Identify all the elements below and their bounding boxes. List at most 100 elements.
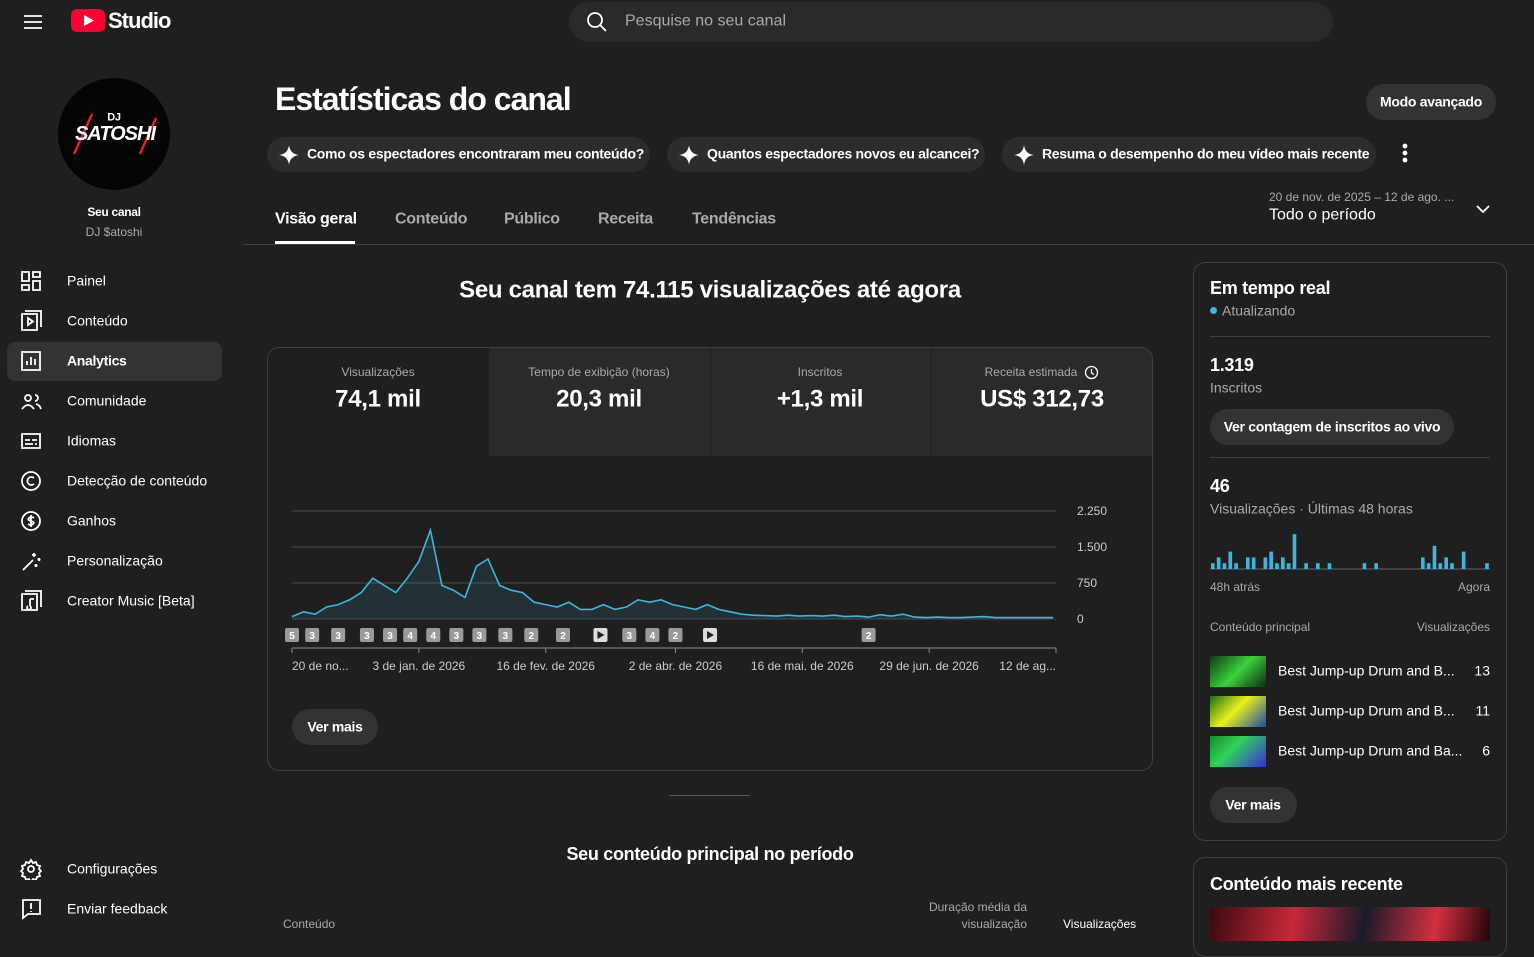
thumbnail[interactable] xyxy=(1210,736,1266,767)
metric-label[interactable]: Receita estimada xyxy=(984,364,1078,379)
page-title: Estatísticas do canal xyxy=(275,80,572,117)
views-count: 46 xyxy=(1210,476,1230,497)
section-title: Seu conteúdo principal no período xyxy=(566,844,854,865)
search-box[interactable] xyxy=(569,2,1333,42)
nav-item[interactable]: Painel xyxy=(67,272,106,289)
item-title[interactable]: Best Jump-up Drum and Ba... xyxy=(1278,742,1463,759)
search-placeholder: Pesquise no seu canal xyxy=(625,12,786,30)
thumbnail[interactable] xyxy=(1210,656,1266,687)
metric-value[interactable]: US$ 312,73 xyxy=(980,385,1104,413)
recent-thumbnail[interactable] xyxy=(1210,907,1490,941)
advanced-label: Modo avançado xyxy=(1380,93,1482,110)
tab[interactable]: Visão geral xyxy=(275,210,357,228)
tab[interactable]: Conteúdo xyxy=(395,210,468,228)
nav-active-bg xyxy=(7,342,222,381)
nav-icon xyxy=(20,898,42,925)
period[interactable]: Todo o período xyxy=(1269,206,1376,224)
metric-value[interactable]: 74,1 mil xyxy=(335,385,421,413)
tab[interactable]: Receita xyxy=(598,210,653,228)
date-range[interactable]: 20 de nov. de 2025 – 12 de ago. ... xyxy=(1269,189,1455,204)
suggestion-text: Como os espectadores encontraram meu con… xyxy=(307,145,645,162)
avatar[interactable] xyxy=(58,78,170,190)
nav-item[interactable]: Enviar feedback xyxy=(67,900,168,917)
sparkle-icon xyxy=(1014,145,1034,165)
column-header: Conteúdo xyxy=(283,916,336,931)
subs-label: Inscritos xyxy=(1210,379,1263,396)
nav-item[interactable]: Comunidade xyxy=(67,392,147,409)
suggestion[interactable] xyxy=(1002,137,1376,172)
nav-item[interactable]: Creator Music [Beta] xyxy=(67,592,195,609)
nav-item[interactable]: Conteúdo xyxy=(67,312,128,329)
nav-item[interactable]: Idiomas xyxy=(67,432,117,449)
column-header: Duração média da visualização xyxy=(928,900,1027,931)
item-title[interactable]: Best Jump-up Drum and B... xyxy=(1278,662,1455,679)
logo-text[interactable]: Studio xyxy=(108,7,171,33)
nav-item[interactable]: Analytics xyxy=(67,352,127,369)
more-button[interactable] xyxy=(1210,787,1297,823)
more-label: Ver mais xyxy=(1225,796,1281,813)
chevron-icon[interactable] xyxy=(1475,203,1491,215)
realtime-title: Em tempo real xyxy=(1210,278,1331,299)
axis-start: 48h atrás xyxy=(1210,579,1261,594)
realtime-card xyxy=(1193,262,1507,841)
metric-label[interactable]: Tempo de exibição (horas) xyxy=(528,364,670,379)
headline: Seu canal tem 74.115 visualizações até a… xyxy=(459,276,961,304)
divider xyxy=(710,348,711,456)
live-label: Ver contagem de inscritos ao vivo xyxy=(1223,418,1441,435)
avatar-slashes xyxy=(72,113,158,155)
sparkle-icon xyxy=(279,145,299,165)
nav-item[interactable]: Detecção de conteúdo xyxy=(67,472,208,489)
divider xyxy=(931,348,932,456)
search-icon xyxy=(587,12,607,32)
more-button[interactable] xyxy=(292,709,378,745)
suggestion[interactable] xyxy=(667,137,985,172)
tab[interactable]: Público xyxy=(504,210,560,228)
menu-icon[interactable] xyxy=(23,13,43,31)
nav-icon xyxy=(20,430,42,457)
channel-label: Seu canal xyxy=(87,204,141,219)
item-views: 13 xyxy=(1474,662,1490,679)
column-header[interactable]: Visualizações xyxy=(1063,916,1137,931)
suggestion[interactable] xyxy=(267,137,650,172)
nav-icon xyxy=(20,550,42,577)
nav-item[interactable]: Ganhos xyxy=(67,512,117,529)
advanced-button[interactable] xyxy=(1366,84,1496,120)
metric-label[interactable]: Visualizações xyxy=(341,364,415,379)
nav-icon xyxy=(20,270,42,297)
metric-value[interactable]: 20,3 mil xyxy=(556,385,642,413)
logo-play xyxy=(84,15,94,26)
more-label: Ver mais xyxy=(307,718,363,735)
avatar-text: DJ xyxy=(107,111,121,124)
list-header: Conteúdo principal xyxy=(1210,619,1311,634)
sparkle-icon xyxy=(679,145,699,165)
nav-icon xyxy=(20,350,42,377)
avatar-text: SATOSHI xyxy=(74,123,156,145)
metric-value[interactable]: +1,3 mil xyxy=(776,385,864,413)
nav-item[interactable]: Personalização xyxy=(67,552,163,569)
thumbnail[interactable] xyxy=(1210,696,1266,727)
views-label: Visualizações · Últimas 48 horas xyxy=(1210,500,1413,517)
item-title[interactable]: Best Jump-up Drum and B... xyxy=(1278,702,1455,719)
item-views: 6 xyxy=(1482,742,1490,759)
subs-count: 1.319 xyxy=(1210,355,1254,376)
nav-icon xyxy=(20,470,42,497)
metric-label[interactable]: Inscritos xyxy=(797,364,843,379)
divider xyxy=(243,244,1534,245)
tab-indicator xyxy=(275,241,355,244)
suggestion-text: Quantos espectadores novos eu alcancei? xyxy=(707,145,980,162)
channel-name: DJ $atoshi xyxy=(85,224,143,239)
tab[interactable]: Tendências xyxy=(692,210,776,228)
more-icon[interactable] xyxy=(1400,143,1410,163)
nav-icon xyxy=(20,390,42,417)
chart-card xyxy=(267,347,1153,771)
status-dot xyxy=(1210,307,1217,314)
item-views: 11 xyxy=(1475,702,1490,719)
live-button[interactable] xyxy=(1210,409,1454,445)
list-header: Visualizações xyxy=(1416,619,1490,634)
axis-end: Agora xyxy=(1457,579,1490,594)
suggestion-text: Resuma o desempenho do meu vídeo mais re… xyxy=(1042,145,1370,162)
nav-item[interactable]: Configurações xyxy=(67,860,158,877)
metric-tabs-bg xyxy=(489,348,1152,456)
divider xyxy=(669,795,750,796)
status: Atualizando xyxy=(1222,302,1296,319)
